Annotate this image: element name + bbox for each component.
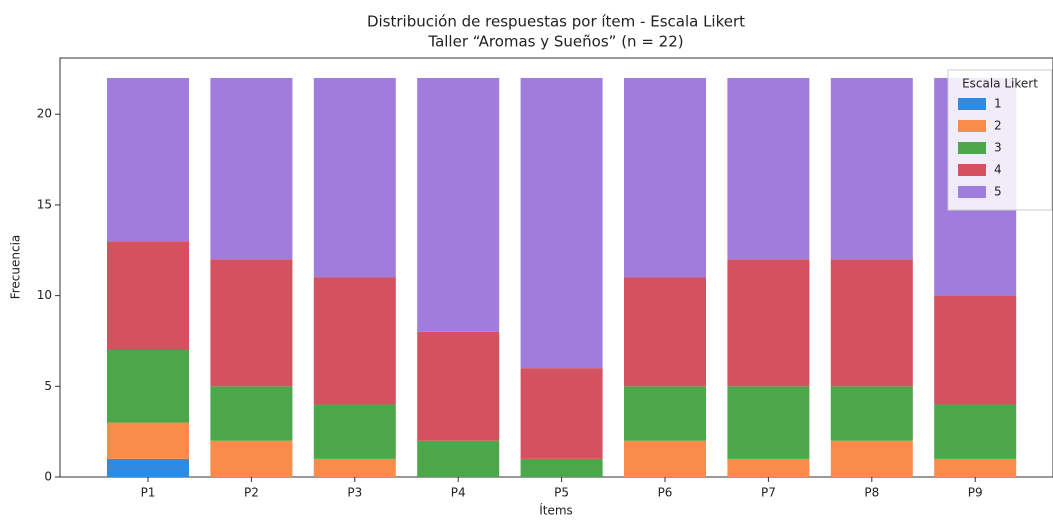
x-tick-label: P6 <box>658 486 673 500</box>
bar-segment <box>830 386 913 441</box>
bar-segment <box>624 277 706 387</box>
x-axis-label: Ítems <box>539 503 573 518</box>
y-axis-label: Frecuencia <box>9 235 23 300</box>
legend-label: 2 <box>994 119 1002 133</box>
legend-swatch <box>958 142 986 154</box>
bar-segment <box>727 259 810 387</box>
bar-segment <box>107 458 189 477</box>
bar-segment <box>107 350 189 423</box>
bar-segment <box>417 331 500 441</box>
y-tick-label: 15 <box>37 197 52 211</box>
bar-segment <box>830 440 913 477</box>
bar-segment <box>727 77 810 260</box>
x-tick-label: P4 <box>451 486 466 500</box>
bar-segment <box>520 458 603 477</box>
y-tick-label: 5 <box>44 379 52 393</box>
x-tick-label: P1 <box>141 486 156 500</box>
bar-segment <box>520 77 603 369</box>
y-tick-label: 0 <box>44 470 52 484</box>
x-tick-label: P2 <box>244 486 259 500</box>
y-tick-label: 20 <box>37 107 52 121</box>
legend-label: 5 <box>994 185 1002 199</box>
x-tick-label: P8 <box>864 486 879 500</box>
bar-segment <box>313 404 396 459</box>
bar-segment <box>417 440 500 477</box>
legend-title: Escala Likert <box>962 77 1038 91</box>
legend-swatch <box>958 186 986 198</box>
legend-label: 3 <box>994 141 1002 155</box>
bar-segment <box>107 241 189 351</box>
bar-segment <box>830 259 913 387</box>
bar-segment <box>624 386 706 441</box>
bar-segment <box>934 404 1017 459</box>
legend-swatch <box>958 164 986 176</box>
bar-segment <box>624 77 706 278</box>
bar-segment <box>520 368 603 459</box>
chart-subtitle: Taller “Aromas y Sueños” (n = 22) <box>427 33 683 51</box>
legend-swatch <box>958 120 986 132</box>
bar-segment <box>934 295 1017 405</box>
x-tick-label: P5 <box>554 486 569 500</box>
bar-segment <box>417 77 500 332</box>
bar-segment <box>210 77 293 260</box>
x-tick-label: P9 <box>968 486 983 500</box>
bar-segment <box>210 440 293 477</box>
bar-segment <box>830 77 913 260</box>
bar-segment <box>313 458 396 477</box>
bar-segment <box>624 440 706 477</box>
bar-segment <box>107 77 189 242</box>
legend-swatch <box>958 98 986 110</box>
bar-segment <box>313 277 396 405</box>
bar-segment <box>107 422 189 459</box>
bar-segment <box>727 458 810 477</box>
bar-segment <box>934 458 1017 477</box>
bar-segment <box>210 259 293 387</box>
chart-title: Distribución de respuestas por ítem - Es… <box>367 13 745 31</box>
bar-segment <box>313 77 396 278</box>
y-tick-label: 10 <box>37 288 52 302</box>
x-tick-label: P3 <box>347 486 362 500</box>
legend-label: 1 <box>994 97 1002 111</box>
x-tick-label: P7 <box>761 486 776 500</box>
bar-segment <box>210 386 293 441</box>
bar-segment <box>727 386 810 459</box>
legend-label: 4 <box>994 163 1002 177</box>
